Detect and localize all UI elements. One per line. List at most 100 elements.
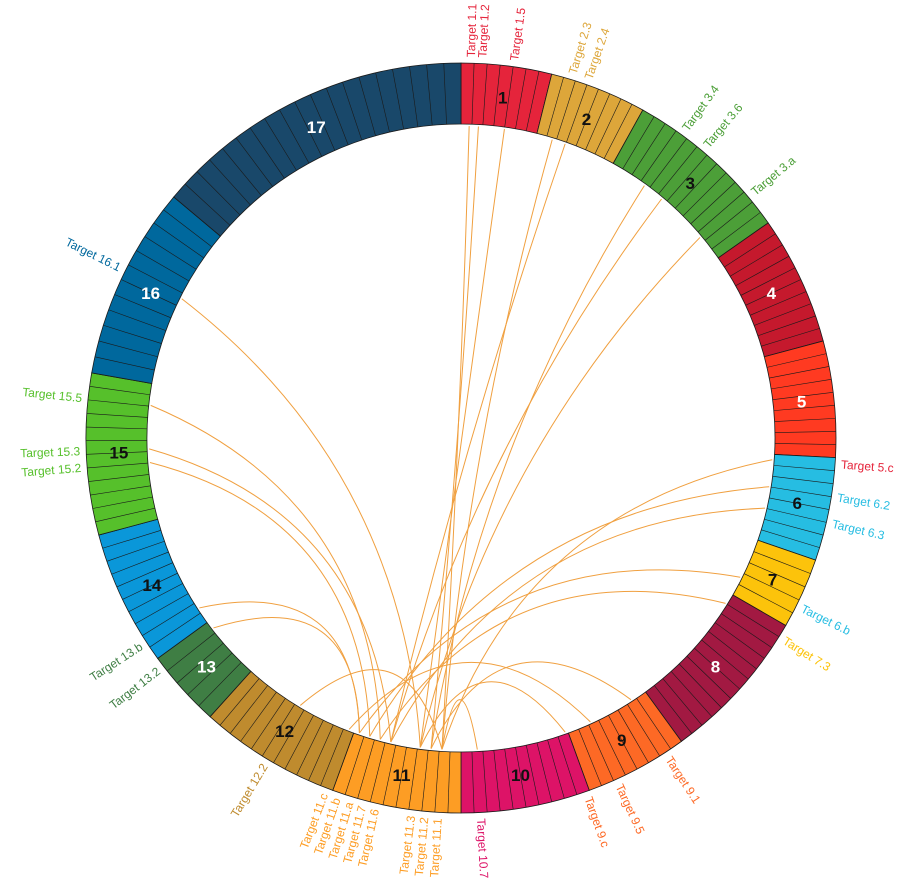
goal-8-subdivision [686,655,731,699]
goal-4-subdivision [757,315,816,337]
goal-6-subdivision [761,529,820,548]
goal-1-subdivision [525,71,540,131]
goal-14-subdivision [106,540,165,562]
goal-11-number: 11 [393,766,411,785]
goal-15-number: 15 [109,443,128,462]
goal-17-subdivision [209,159,251,206]
goal-7-subdivision [738,584,793,614]
goal-15-subdivision [90,485,151,496]
goal-4-subdivision [735,255,790,287]
goal-12-subdivision [320,729,344,786]
goal-8-subdivision [721,613,773,648]
link-target-11-1-to-target-10-7 [441,699,478,750]
goal-17-subdivision [310,94,336,151]
goal-8-subdivision [701,639,749,680]
goal-7-segment: 7 [732,539,817,627]
goal-1-subdivision [471,63,475,125]
goal-8-subdivision [694,647,740,690]
goal-17-subdivision [358,77,376,136]
goal-2-subdivision [585,93,611,150]
label-target-9-5: Target 9.5 [613,782,648,837]
goal-3-subdivision [674,163,717,209]
goal-10-subdivision [547,739,565,799]
goal-13-number: 13 [197,658,216,677]
goal-1-subdivision [482,63,488,125]
link-target-11-1-to-target-5-c [441,459,773,750]
goal-9-subdivision [627,704,660,757]
links-layer [149,126,773,750]
goal-11-subdivision [434,751,440,813]
goal-11-subdivision [395,747,407,808]
goal-3-subdivision [682,172,727,217]
link-target-11-3-to-target-3-a [419,237,701,748]
goal-14-number: 14 [142,576,161,595]
goal-3-subdivision [697,191,745,233]
goal-2-subdivision [556,80,576,140]
goal-10-number: 10 [511,766,530,785]
goal-7-number: 7 [768,571,777,590]
goal-8-subdivision [727,604,780,637]
goal-5-segment: 5 [763,340,837,459]
label-target-7-3: Target 7.3 [780,634,833,674]
goal-2-number: 2 [582,110,591,129]
goal-5-subdivision [769,366,830,379]
link-target-11-3-to-target-16-1 [181,298,421,748]
goal-14-subdivision [122,572,178,600]
goal-16-subdivision [144,236,197,270]
goal-15-subdivision [87,462,149,469]
goal-12-subdivision [308,724,334,781]
label-target-10-7: Target 10.7 [474,818,491,879]
goal-9-subdivision [578,729,602,786]
goal-11-segment: 11 [332,732,462,814]
link-target-11-6-to-target-2-4 [390,143,566,743]
goal-12-segment: 12 [209,670,355,791]
link-target-11-a-to-target-6-2 [369,486,770,737]
link-target-11-b-to-target-13-2 [213,617,360,734]
link-target-11-7-to-target-7-3 [379,590,726,740]
goal-12-number: 12 [275,722,294,741]
goal-17-subdivision [294,101,323,157]
goal-2-subdivision [566,84,588,143]
goal-3-subdivision [666,154,708,202]
goal-17-subdivision [196,171,241,216]
goal-3-number: 3 [685,174,694,193]
goal-17-subdivision [392,69,404,130]
goal-8-subdivision [678,663,722,708]
goal-3-subdivision [640,130,677,181]
goal-7-subdivision [749,562,806,588]
link-target-11-1-to-target-12-2 [299,669,443,750]
goal-14-subdivision [149,612,201,648]
goal-4-subdivision [749,291,807,316]
goal-17-subdivision [443,63,447,125]
label-target-15-2: Target 15.2 [21,461,82,480]
goal-14-subdivision [135,593,189,625]
goal-12-subdivision [240,691,277,742]
label-target-15-3: Target 15.3 [20,444,81,460]
goal-9-subdivision [588,724,614,781]
goal-5-subdivision [773,405,835,411]
goal-5-subdivision [771,379,832,390]
goal-9-subdivision [617,709,649,763]
goal-17-subdivision [222,148,262,196]
label-target-11-1: Target 11.1 [427,818,445,878]
goal-6-subdivision [772,475,834,484]
goal-4-segment: 4 [717,222,824,358]
goal-10-subdivision [536,742,553,802]
goal-12-subdivision [296,720,324,776]
label-target-9-1: Target 9.1 [663,754,704,807]
label-target-1-5: Target 1.5 [507,7,528,62]
label-target-13-2: Target 13.2 [107,664,163,712]
goal-2-subdivision [603,104,633,159]
goal-15-subdivision [89,386,151,396]
goal-3-segment: 3 [612,109,769,259]
goal-1-subdivision [515,68,527,129]
goal-10-subdivision [504,748,514,810]
goal-12-subdivision [262,704,295,757]
label-target-1-1: Target 1.1 [464,3,479,57]
goal-4-subdivision [729,244,783,277]
label-target-12-2: Target 12.2 [228,761,271,820]
goal-10-subdivision [482,751,488,813]
goal-14-subdivision [142,603,195,636]
goal-4-subdivision [754,303,812,326]
